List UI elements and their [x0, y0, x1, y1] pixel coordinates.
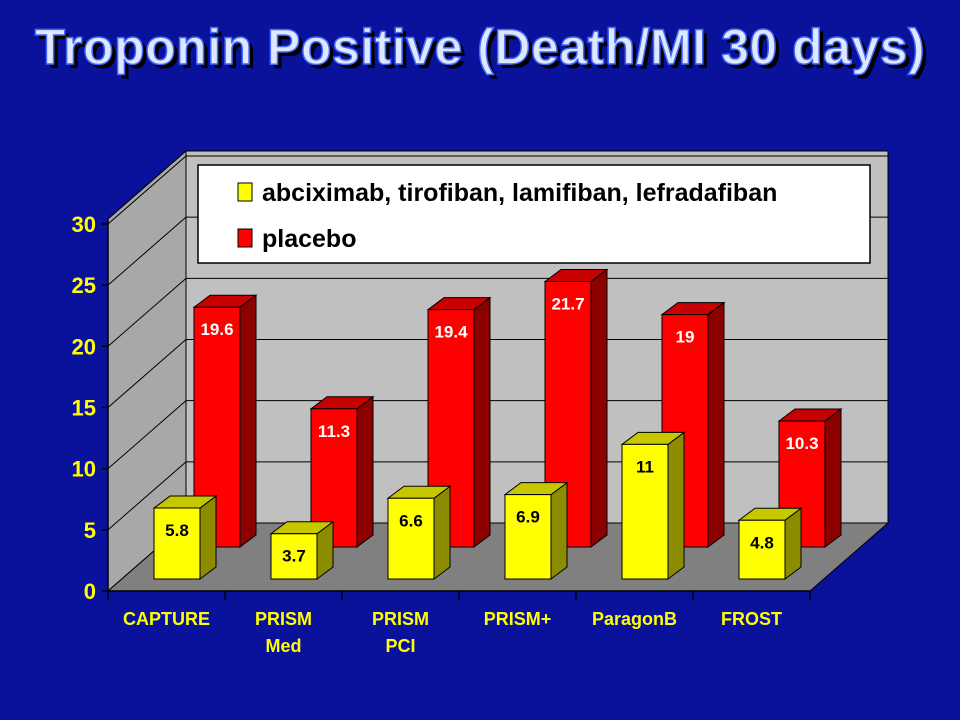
legend-swatch	[237, 228, 253, 248]
bar-treatment	[503, 481, 569, 580]
bar-placebo	[309, 395, 375, 548]
bar-treatment	[737, 507, 803, 580]
x-tick-label: ParagonB	[592, 609, 677, 629]
gridline	[107, 400, 888, 470]
data-label: 10.3	[785, 434, 818, 453]
y-tick-label: 20	[72, 334, 96, 359]
data-label: 19.4	[434, 323, 468, 342]
bar-placebo	[543, 268, 609, 548]
legend-box	[197, 164, 871, 264]
legend-label: abciximab, tirofiban, lamifiban, lefrada…	[262, 179, 777, 207]
x-tick-label: PRISM	[255, 609, 312, 629]
data-label: 6.6	[399, 511, 423, 530]
legend-label: placebo	[262, 225, 356, 253]
y-tick-label: 5	[84, 518, 96, 543]
slide-title: Troponin Positive (Death/MI 30 days)	[34, 18, 926, 76]
gridline	[107, 277, 888, 347]
x-tick-label: Med	[266, 636, 302, 656]
data-label: 11	[636, 457, 654, 476]
data-label: 19.6	[200, 320, 233, 339]
legend-swatch	[237, 182, 253, 202]
x-tick-label: PRISM+	[484, 609, 552, 629]
y-tick-label: 25	[72, 273, 96, 298]
y-tick-label: 10	[72, 457, 96, 482]
y-tick-label: 0	[84, 579, 96, 604]
y-tick-label: 30	[72, 212, 96, 237]
gridline	[107, 339, 888, 408]
y-tick-label: 15	[72, 396, 96, 421]
bar-treatment	[152, 495, 218, 580]
gridline	[107, 155, 888, 225]
bar-treatment	[620, 431, 686, 580]
data-label: 5.8	[165, 521, 189, 540]
data-label: 21.7	[551, 295, 584, 314]
data-label: 19	[676, 328, 695, 347]
bar-placebo	[192, 294, 258, 548]
x-tick-label: CAPTURE	[123, 609, 210, 629]
x-tick-label: PCI	[385, 636, 415, 656]
x-tick-label: PRISM	[372, 609, 429, 629]
data-label: 3.7	[282, 547, 306, 566]
bar-treatment	[386, 485, 452, 580]
x-tick-label: FROST	[721, 609, 782, 629]
data-label: 6.9	[516, 508, 540, 527]
bar-treatment	[269, 520, 335, 580]
data-label: 11.3	[318, 422, 350, 441]
data-label: 4.8	[750, 533, 774, 552]
